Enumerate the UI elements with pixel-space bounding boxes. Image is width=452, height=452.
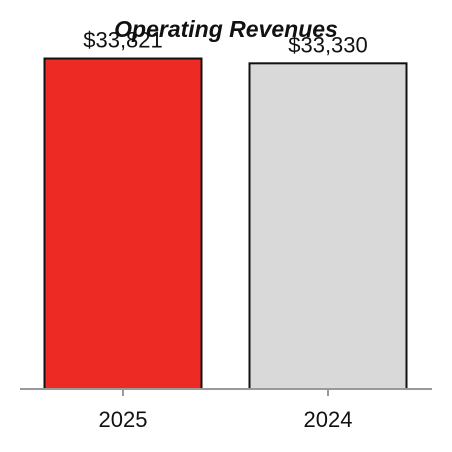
data-label-2024: $33,330 (288, 32, 368, 57)
bar-2024 (248, 62, 408, 390)
bars-group: $33,821 $33,330 (43, 28, 408, 391)
chart-title: Operating Revenues (114, 16, 338, 42)
x-axis-ticks: 2025 2024 (99, 389, 353, 432)
data-label-2025: $33,821 (83, 28, 163, 53)
bar-2025 (43, 57, 203, 391)
x-tick-label-2025: 2025 (99, 407, 148, 432)
x-tick-label-2024: 2024 (304, 407, 353, 432)
